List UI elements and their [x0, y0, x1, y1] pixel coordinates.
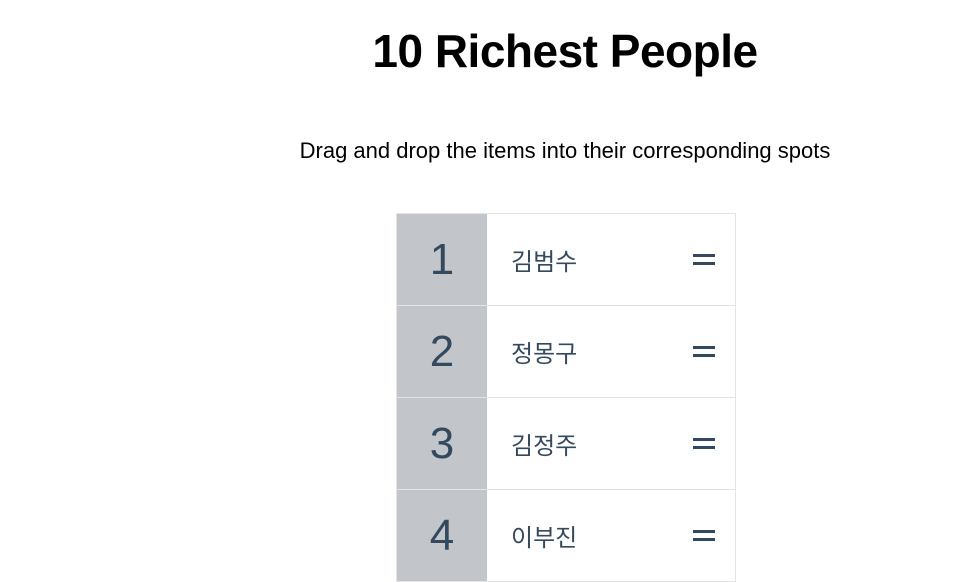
drag-icon	[693, 529, 715, 541]
drag-icon	[693, 345, 715, 357]
list-row[interactable]: 1 김범수	[397, 214, 735, 306]
list-row[interactable]: 2 정몽구	[397, 306, 735, 398]
rank-number: 4	[397, 490, 487, 581]
person-name: 이부진	[511, 525, 578, 552]
rank-number: 2	[397, 306, 487, 397]
drag-icon	[693, 437, 715, 449]
drag-handle[interactable]	[675, 306, 735, 397]
person-name: 김범수	[511, 249, 578, 276]
drag-icon	[693, 253, 715, 265]
list-row[interactable]: 4 이부진	[397, 490, 735, 582]
page: {"header": {"title": "10 Richest People"…	[299, 25, 831, 582]
rank-number: 1	[397, 214, 487, 305]
drag-handle[interactable]	[675, 214, 735, 305]
drag-handle[interactable]	[675, 490, 735, 581]
subtitle: Drag and drop the items into their corre…	[299, 138, 831, 163]
person-name: 정몽구	[511, 341, 578, 368]
drag-handle[interactable]	[675, 398, 735, 489]
title: 10 Richest People	[372, 25, 758, 77]
person-name: 김정주	[511, 433, 578, 460]
rank-number: 3	[397, 398, 487, 489]
list-row[interactable]: 3 김정주	[397, 398, 735, 490]
